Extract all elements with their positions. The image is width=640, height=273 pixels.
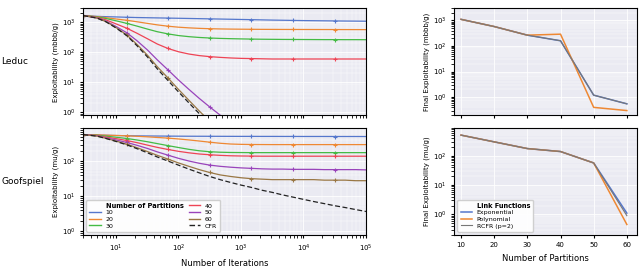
Y-axis label: Exploitability (mbbb/g): Exploitability (mbbb/g) (52, 22, 59, 102)
Y-axis label: Final Exploitability (mbbb/g): Final Exploitability (mbbb/g) (424, 13, 430, 111)
X-axis label: Number of Iterations: Number of Iterations (181, 259, 268, 268)
Y-axis label: Exploitability (mu/g): Exploitability (mu/g) (52, 146, 59, 217)
Text: Goofspiel: Goofspiel (1, 177, 44, 186)
Y-axis label: Final Exploitability (mu/g): Final Exploitability (mu/g) (424, 136, 430, 226)
Text: Leduc: Leduc (1, 57, 28, 66)
Legend: Number of Partitions, 10, 20, 30, 40, 50, 60, CFR: Number of Partitions, 10, 20, 30, 40, 50… (86, 200, 220, 232)
Legend: Link Functions, Exponential, Polynomial, RCFR (p=2): Link Functions, Exponential, Polynomial,… (458, 200, 534, 232)
X-axis label: Number of Partitions: Number of Partitions (502, 254, 589, 263)
